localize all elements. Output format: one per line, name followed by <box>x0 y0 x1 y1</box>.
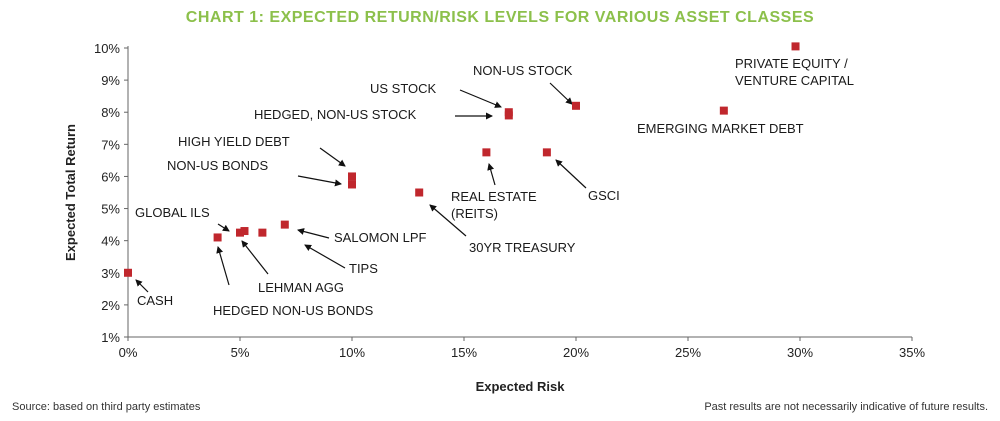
annotation-label: CASH <box>137 293 173 308</box>
annotation-label: REAL ESTATE (REITS) <box>451 189 537 221</box>
annotation-label: GSCI <box>588 188 620 203</box>
y-tick-label: 9% <box>101 73 120 88</box>
data-point <box>415 188 424 197</box>
y-tick-label: 1% <box>101 330 120 345</box>
data-point <box>504 111 513 120</box>
data-point <box>542 148 551 157</box>
data-point <box>348 180 356 189</box>
annotation-arrow <box>487 163 496 186</box>
annotation-arrow <box>429 204 467 237</box>
source-note: Source: based on third party estimates <box>12 401 201 413</box>
annotation-arrow <box>217 223 230 232</box>
annotation-label: HEDGED, NON-US STOCK <box>254 107 417 122</box>
x-tick-label: 30% <box>787 345 813 360</box>
annotation-arrow <box>459 89 502 108</box>
data-point <box>213 233 222 242</box>
data-point <box>240 227 249 236</box>
data-point <box>348 172 356 181</box>
x-tick-label: 5% <box>231 345 250 360</box>
x-tick-label: 15% <box>451 345 477 360</box>
x-tick-label: 25% <box>675 345 701 360</box>
annotation-label: NON-US STOCK <box>473 63 573 78</box>
annotation-arrow <box>304 244 346 269</box>
annotation-label: PRIVATE EQUITY / VENTURE CAPITAL <box>735 56 854 88</box>
y-tick-label: 2% <box>101 298 120 313</box>
disclaimer-note: Past results are not necessarily indicat… <box>704 401 988 413</box>
data-point <box>719 106 728 115</box>
annotation-arrow <box>319 147 346 167</box>
x-tick-label: 35% <box>899 345 925 360</box>
annotation-label: NON-US BONDS <box>167 158 268 173</box>
y-tick-label: 7% <box>101 137 120 152</box>
data-point <box>482 148 491 157</box>
y-tick-label: 4% <box>101 234 120 249</box>
chart-title: CHART 1: EXPECTED RETURN/RISK LEVELS FOR… <box>185 9 815 26</box>
annotation-arrow <box>297 228 330 239</box>
annotation-arrow <box>241 240 269 275</box>
data-point <box>124 268 132 277</box>
annotation-label: HEDGED NON-US BONDS <box>213 303 374 318</box>
data-point <box>572 101 580 110</box>
annotation-arrow <box>297 175 342 187</box>
annotation-label: HIGH YIELD DEBT <box>178 134 290 149</box>
data-point <box>258 228 267 237</box>
annotation-label: SALOMON LPF <box>334 230 427 245</box>
x-tick-label: 10% <box>339 345 365 360</box>
x-axis-label: Expected Risk <box>476 379 566 394</box>
annotation-arrow <box>549 82 573 105</box>
annotation-label: LEHMAN AGG <box>258 280 344 295</box>
x-tick-label: 20% <box>563 345 589 360</box>
y-tick-label: 5% <box>101 202 120 217</box>
annotation-label: TIPS <box>349 261 378 276</box>
annotation-arrow <box>216 246 230 286</box>
annotation-arrow <box>135 279 149 293</box>
data-point <box>791 42 800 51</box>
y-tick-label: 10% <box>94 41 120 56</box>
annotation-label: EMERGING MARKET DEBT <box>637 121 804 136</box>
annotation-label: 30YR TREASURY <box>469 240 576 255</box>
y-axis-label: Expected Total Return <box>63 124 78 261</box>
x-tick-label: 0% <box>119 345 138 360</box>
y-tick-label: 3% <box>101 266 120 281</box>
annotation-label: GLOBAL ILS <box>135 205 210 220</box>
annotation-label: US STOCK <box>370 81 437 96</box>
y-tick-label: 8% <box>101 105 120 120</box>
annotation-arrow <box>555 159 587 189</box>
data-point <box>280 220 289 229</box>
y-tick-label: 6% <box>101 169 120 184</box>
data-point <box>236 228 244 237</box>
